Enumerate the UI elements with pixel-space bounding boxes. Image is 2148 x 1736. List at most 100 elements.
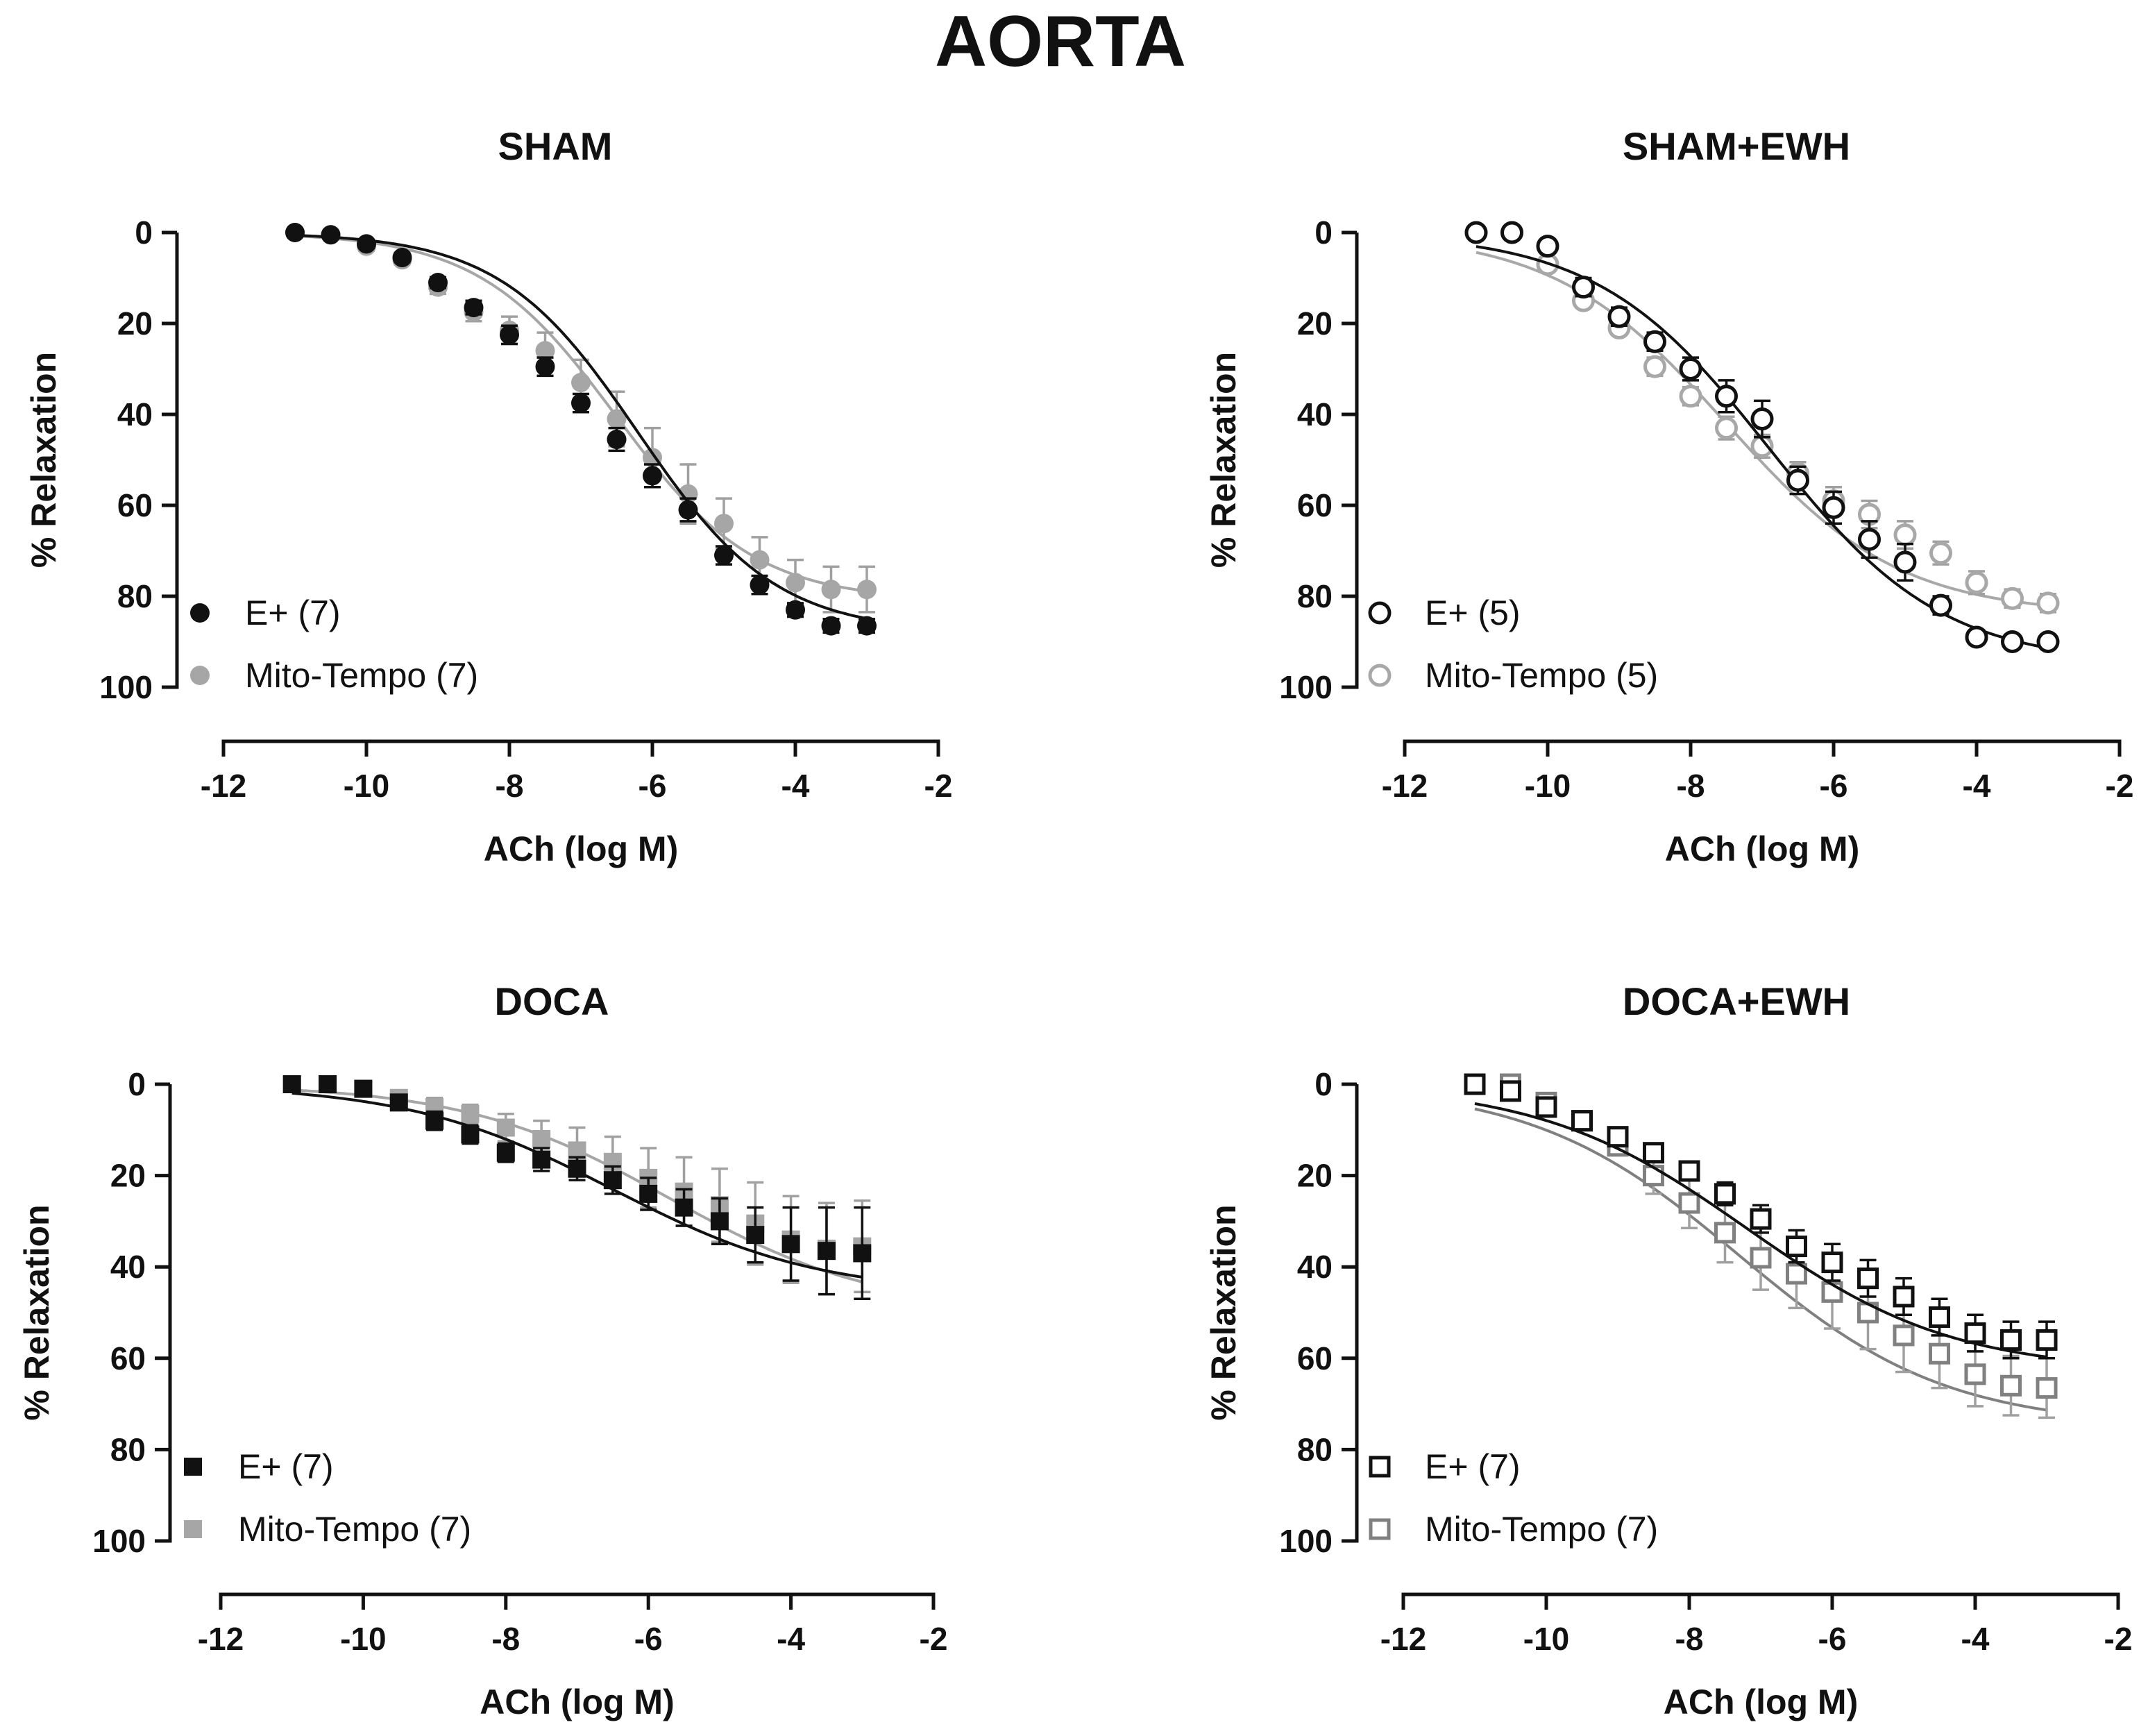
data-point: [1893, 523, 1917, 547]
y-axis-label: % Relaxation: [24, 352, 63, 568]
data-point: [675, 1198, 693, 1217]
data-point: [786, 600, 805, 620]
legend-label: Mito-Tempo (7): [238, 1510, 471, 1549]
data-point: [357, 234, 376, 254]
data-point: [2000, 1374, 2022, 1397]
legend-label: E+ (7): [245, 593, 341, 632]
data-point: [821, 580, 841, 600]
x-tick-label: -8: [1675, 1621, 1704, 1657]
data-point: [392, 248, 412, 268]
data-point: [354, 1079, 373, 1098]
x-tick-label: -4: [781, 768, 810, 804]
data-point: [678, 500, 698, 520]
data-point: [1965, 625, 1988, 649]
data-point: [857, 616, 877, 636]
data-point: [817, 1242, 836, 1261]
data-point: [1750, 407, 1774, 431]
data-point: [1893, 1286, 1915, 1308]
data-point: [1714, 1183, 1736, 1205]
x-tick-label: -4: [1961, 1621, 1990, 1657]
x-tick-label: -4: [777, 1621, 805, 1657]
y-tick-label: 60: [1297, 1340, 1333, 1376]
data-point: [1678, 1160, 1700, 1182]
fit-curve: [1475, 245, 2049, 650]
x-tick-label: -10: [340, 1621, 386, 1657]
data-point: [1965, 571, 1988, 594]
x-tick-label: -10: [1523, 1621, 1569, 1657]
x-tick-label: -8: [1677, 768, 1705, 804]
chart-panel-sham: SHAM 0 20 40 60 80 100 % Relaxation -12 -10 -8 -6 -4…: [24, 124, 952, 868]
data-point: [1679, 385, 1702, 408]
data-point: [1964, 1322, 1986, 1345]
y-axis-label: % Relaxation: [1204, 352, 1243, 568]
legend-label: Mito-Tempo (7): [1425, 1510, 1658, 1549]
data-point: [425, 1111, 444, 1130]
y-tick-label: 20: [1297, 1158, 1333, 1194]
data-point: [1822, 496, 1845, 519]
x-tick-label: -12: [1380, 1621, 1426, 1657]
y-tick-label: 0: [1314, 214, 1333, 251]
series-mito-tempo: [285, 223, 877, 614]
x-tick-label: -10: [344, 768, 389, 804]
series-e-plus: [285, 223, 877, 636]
x-axis-label: ACh (log M): [1664, 1683, 1858, 1721]
x-tick-label: -8: [496, 768, 524, 804]
x-tick-label: -8: [491, 1621, 520, 1657]
data-point: [710, 1212, 729, 1231]
data-point: [532, 1129, 551, 1148]
y-tick-label: 40: [1297, 396, 1333, 432]
y-tick-label: 60: [117, 487, 153, 523]
x-tick-label: -10: [1525, 768, 1571, 804]
data-point: [2036, 591, 2060, 615]
data-point: [1750, 1247, 1772, 1269]
data-point: [1679, 357, 1702, 380]
data-point: [1464, 221, 1488, 244]
panel-title: DOCA: [495, 979, 609, 1023]
legend-marker: [190, 603, 210, 623]
panel-title: DOCA+EWH: [1623, 979, 1850, 1023]
data-point: [1857, 1267, 1879, 1290]
chart-panel-doca-ewh: DOCA+EWH 0 20 40 60 80 100 % Relaxation -12 -10 -8…: [1204, 979, 2132, 1721]
data-point: [857, 580, 877, 600]
fit-curve: [291, 1088, 863, 1283]
legend: E+ (5) Mito-Tempo (5): [1368, 593, 1658, 695]
fit-curve: [291, 1091, 863, 1279]
data-point: [1929, 593, 1952, 617]
y-tick-label: 100: [92, 1523, 146, 1559]
y-tick-label: 80: [117, 578, 153, 614]
data-point: [1535, 1096, 1557, 1118]
data-point: [1714, 1222, 1736, 1244]
data-point: [319, 1075, 337, 1093]
data-point: [1964, 1363, 1986, 1385]
y-tick-label: 80: [1297, 578, 1333, 614]
data-point: [1929, 541, 1952, 565]
y-tick-label: 60: [110, 1340, 146, 1376]
x-axis-label: ACh (log M): [484, 829, 678, 868]
x-axis-label: ACh (log M): [480, 1683, 674, 1721]
data-point: [1786, 469, 1809, 492]
data-point: [746, 1226, 765, 1245]
data-point: [1643, 1165, 1664, 1187]
x-axis-label: ACh (log M): [1665, 829, 1859, 868]
y-tick-label: 20: [117, 305, 153, 342]
y-tick-label: 100: [99, 669, 153, 705]
data-point: [2036, 630, 2060, 653]
x-tick-label: -12: [1382, 768, 1428, 804]
x-tick-label: -6: [1818, 1621, 1847, 1657]
series-e-plus: [1464, 1073, 2058, 1360]
y-tick-label: 40: [110, 1249, 146, 1285]
data-point: [1929, 1342, 1950, 1365]
data-point: [1858, 528, 1881, 551]
y-axis-label: % Relaxation: [1204, 1204, 1243, 1420]
y-axis-label: % Relaxation: [17, 1204, 56, 1420]
data-point: [1643, 330, 1666, 353]
y-tick-label: 40: [117, 396, 153, 432]
legend-label: Mito-Tempo (5): [1425, 656, 1658, 695]
data-point: [1464, 1073, 1486, 1095]
data-point: [853, 1244, 872, 1263]
y-tick-label: 0: [135, 214, 153, 251]
legend-marker: [1369, 1518, 1391, 1540]
data-point: [571, 373, 591, 393]
x-tick-label: -2: [2104, 1621, 2133, 1657]
data-point: [1786, 1236, 1807, 1258]
